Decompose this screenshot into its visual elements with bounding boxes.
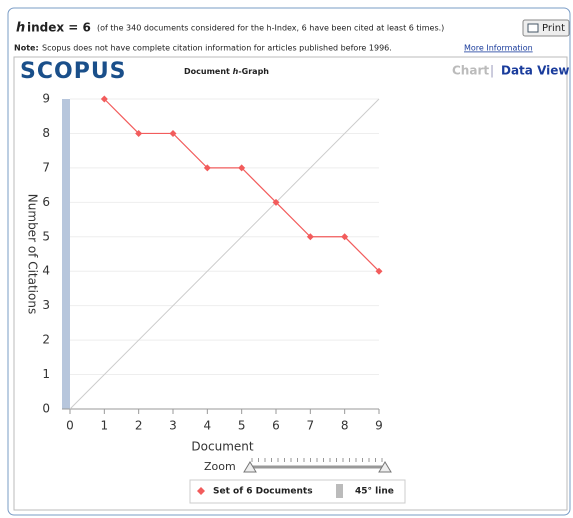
print-label[interactable]: Print	[542, 23, 565, 34]
tab-chart[interactable]: Chart	[452, 64, 489, 78]
x-tick-label: 9	[375, 419, 383, 433]
point	[203, 164, 211, 172]
more-info-link[interactable]: More Information	[464, 44, 533, 53]
legend-label: Set of 6 Documents	[213, 487, 313, 497]
zoom-handle-right[interactable]	[378, 461, 392, 473]
point	[375, 267, 383, 275]
y-axis-label: Number of Citations	[26, 194, 40, 314]
zoom-handle-left[interactable]	[243, 461, 257, 473]
y-tick-label: 6	[42, 195, 50, 209]
point	[135, 129, 143, 137]
x-tick-label: 0	[66, 419, 74, 433]
h-letter: h	[16, 21, 25, 36]
point	[306, 233, 314, 241]
y-tick-label: 4	[42, 264, 50, 278]
y-tick-label: 9	[42, 92, 50, 106]
note-text: Scopus does not have complete citation i…	[42, 44, 392, 53]
x-tick-label: 3	[169, 419, 177, 433]
tab-separator: |	[490, 64, 494, 78]
point	[341, 233, 349, 241]
note-label: Note:	[14, 44, 39, 53]
graph-title-post: -Graph	[238, 67, 269, 76]
left-band	[62, 99, 70, 409]
point	[272, 198, 280, 206]
chart-panel	[13, 56, 568, 511]
h-note: (of the 340 documents considered for the…	[97, 24, 444, 33]
point	[238, 164, 246, 172]
point	[100, 95, 108, 103]
y-tick-label: 8	[42, 126, 50, 140]
tab-data-view[interactable]: Data View	[501, 64, 569, 78]
x-axis-label: Document	[191, 440, 253, 454]
x-tick-label: 7	[307, 419, 315, 433]
y-tick-label: 3	[42, 298, 50, 312]
x-tick-label: 8	[341, 419, 349, 433]
zoom-label: Zoom	[204, 460, 236, 473]
x-tick-label: 1	[101, 419, 109, 433]
logo: SCOPUS	[20, 59, 127, 84]
legend-marker	[197, 487, 205, 495]
graph-title-pre: Document	[184, 67, 233, 76]
x-tick-label: 5	[238, 419, 246, 433]
point	[169, 129, 177, 137]
legend	[189, 479, 406, 504]
y-tick-label: 7	[42, 160, 50, 174]
series-line	[69, 98, 380, 410]
h-index: index = 6	[27, 21, 91, 35]
x-tick-label: 2	[135, 419, 143, 433]
graph-title-h: h	[233, 67, 239, 76]
y-tick-label: 0	[42, 402, 50, 416]
legend-marker	[336, 484, 343, 498]
x-tick-label: 4	[204, 419, 212, 433]
y-tick-label: 5	[42, 229, 50, 243]
graph-title: Document h-Graph	[184, 67, 269, 76]
print-icon	[527, 23, 539, 33]
x-tick-label: 6	[272, 419, 280, 433]
y-tick-label: 2	[42, 333, 50, 347]
y-tick-label: 1	[42, 367, 50, 381]
legend-label: 45° line	[355, 487, 394, 497]
